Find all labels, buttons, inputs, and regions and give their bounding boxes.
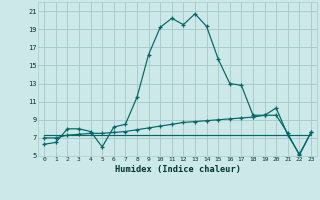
X-axis label: Humidex (Indice chaleur): Humidex (Indice chaleur)	[115, 165, 241, 174]
